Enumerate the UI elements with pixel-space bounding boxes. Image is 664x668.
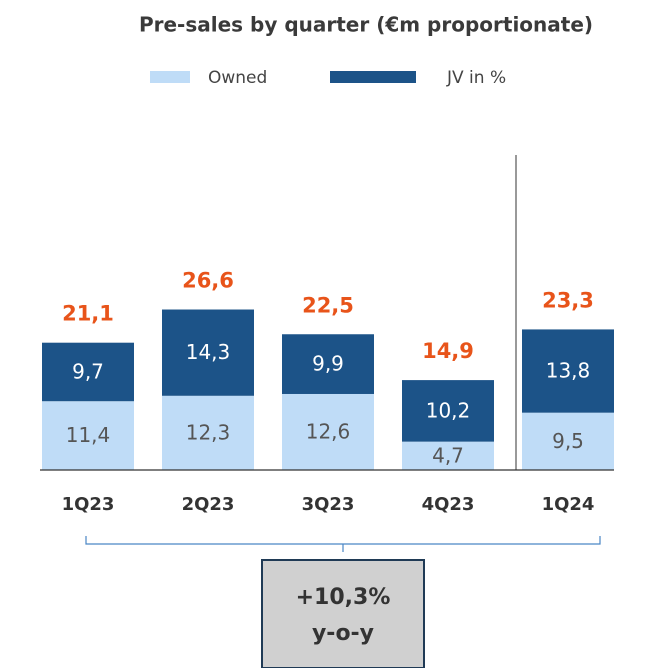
total-label: 23,3 (542, 288, 594, 312)
x-tick-label: 4Q23 (422, 494, 475, 515)
legend-swatch (150, 71, 190, 83)
value-label: 9,9 (312, 352, 344, 376)
value-label: 11,4 (66, 423, 111, 447)
value-label: 12,6 (306, 419, 351, 443)
value-label: 4,7 (432, 443, 464, 467)
annotation: y-o-y (312, 621, 374, 646)
bar-segment (522, 329, 614, 413)
value-label: 14,3 (186, 340, 231, 364)
legend-label: JV in % (446, 68, 506, 88)
bar-segment (402, 441, 494, 470)
bar-segment (162, 309, 254, 396)
value-label: 9,5 (552, 429, 584, 453)
annotation: +10,3% (296, 585, 391, 610)
bar-segment (282, 393, 374, 470)
value-label: 10,2 (426, 398, 471, 422)
x-tick-label: 2Q23 (182, 494, 235, 515)
chart-title: Pre-sales by quarter (€m proportionate) (139, 13, 593, 37)
total-label: 26,6 (182, 269, 234, 293)
value-label: 12,3 (186, 420, 231, 444)
value-label: 9,7 (72, 359, 104, 383)
bar-segment (522, 412, 614, 470)
legend-swatch (330, 71, 416, 83)
bar-segment (42, 401, 134, 470)
bar-segment (282, 334, 374, 394)
total-label: 14,9 (422, 339, 474, 363)
total-label: 21,1 (62, 302, 114, 326)
bar-segment (402, 380, 494, 442)
x-tick-label: 1Q24 (542, 494, 595, 515)
legend-label: Owned (208, 68, 267, 88)
x-tick-label: 1Q23 (62, 494, 115, 515)
x-tick-label: 3Q23 (302, 494, 355, 515)
bracket (85, 536, 601, 552)
bar-segment (42, 342, 134, 402)
total-label: 22,5 (302, 293, 354, 317)
annotation-box (261, 559, 425, 668)
value-label: 13,8 (546, 359, 591, 383)
bar-segment (162, 395, 254, 470)
